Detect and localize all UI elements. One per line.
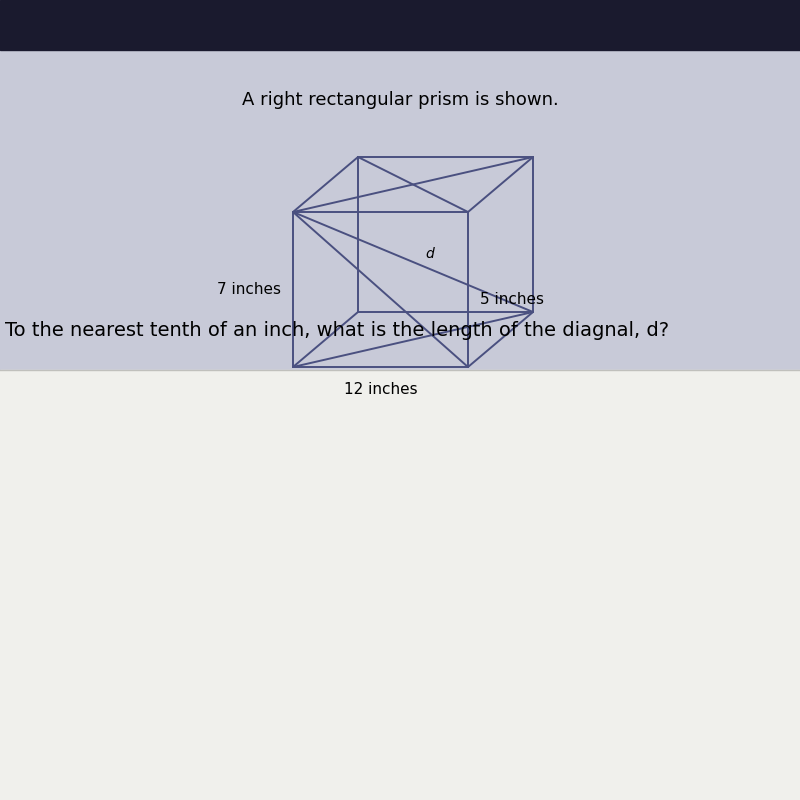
Text: 12 inches: 12 inches xyxy=(344,382,418,397)
Bar xyxy=(0,370,800,800)
Text: 5 inches: 5 inches xyxy=(480,292,544,307)
Text: 7 inches: 7 inches xyxy=(217,282,281,297)
Text: d: d xyxy=(425,247,434,261)
Bar xyxy=(0,0,800,50)
Text: A right rectangular prism is shown.: A right rectangular prism is shown. xyxy=(242,91,558,109)
Text: To the nearest tenth of an inch, what is the length of the diagnal, d?: To the nearest tenth of an inch, what is… xyxy=(5,321,669,339)
